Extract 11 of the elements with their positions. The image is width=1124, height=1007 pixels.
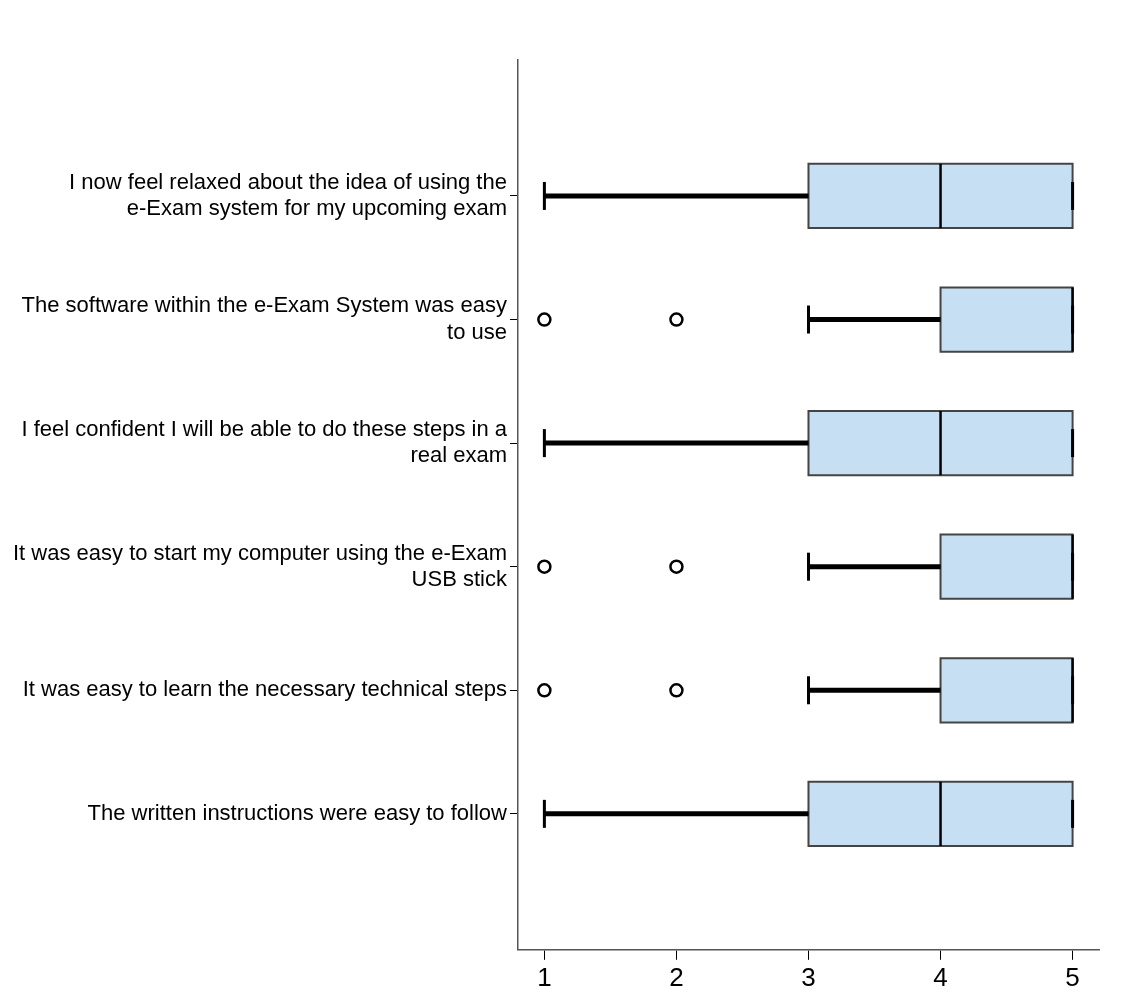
- y-tick-label: The written instructions were easy to follow: [87, 799, 508, 825]
- y-tick-label: It was easy to start my computer using the e-Exam USB stick: [13, 539, 508, 591]
- y-tick-label: I feel confident I will be able to do these steps in a real exam: [21, 415, 508, 468]
- y-tick-label: It was easy to learn the necessary technical steps: [22, 676, 507, 702]
- y-tick-label: The software within the e-Exam System was easy to use: [21, 292, 507, 344]
- x-tick-label: 4: [933, 961, 948, 992]
- y-tick-label: I now feel relaxed about the idea of using the e-Exam system for my upcoming exam: [69, 168, 507, 221]
- x-tick-label: 5: [1065, 961, 1080, 992]
- x-tick-label: 1: [537, 961, 552, 992]
- x-tick-label: 2: [669, 961, 684, 992]
- x-tick-label: 3: [801, 961, 816, 992]
